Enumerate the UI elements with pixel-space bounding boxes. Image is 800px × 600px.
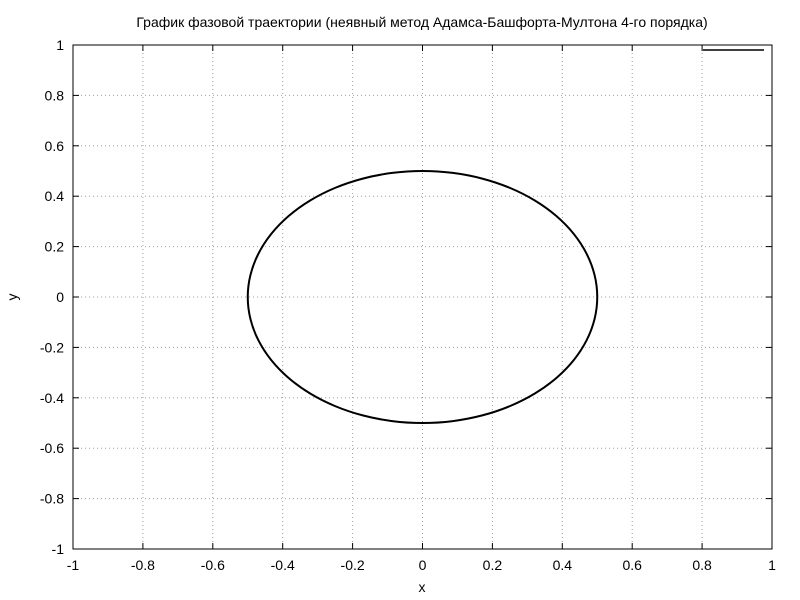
plot-frame bbox=[72, 44, 773, 550]
x-tick-label: 1 bbox=[768, 557, 776, 573]
y-tick-label: 0.6 bbox=[45, 138, 65, 154]
series bbox=[246, 170, 599, 424]
y-axis-label: y bbox=[4, 294, 20, 301]
x-tick-label: 0.2 bbox=[483, 557, 503, 573]
y-tick-label: -0.6 bbox=[40, 440, 64, 456]
grid bbox=[73, 45, 772, 549]
x-tick-label: 0.6 bbox=[622, 557, 642, 573]
y-tick-label: 0 bbox=[56, 289, 64, 305]
x-tick-label: -1 bbox=[67, 557, 80, 573]
series-line bbox=[246, 170, 599, 424]
y-tick-label: 0.2 bbox=[45, 239, 65, 255]
x-tick-label: 0.8 bbox=[692, 557, 712, 573]
x-tick-label: 0 bbox=[419, 557, 427, 573]
y-tick-label: -1 bbox=[52, 541, 65, 557]
y-tick-label: -0.4 bbox=[40, 390, 64, 406]
x-tick-label: -0.4 bbox=[271, 557, 295, 573]
x-tick-label: -0.2 bbox=[341, 557, 365, 573]
chart-title: График фазовой траектории (неявный метод… bbox=[136, 14, 707, 30]
x-axis-label: x bbox=[419, 579, 426, 595]
x-tick-label: -0.6 bbox=[201, 557, 225, 573]
x-tick-label: -0.8 bbox=[131, 557, 155, 573]
y-tick-label: -0.8 bbox=[40, 491, 64, 507]
y-tick-label: 0.4 bbox=[45, 188, 65, 204]
x-tick-label: 0.4 bbox=[553, 557, 573, 573]
tick-labels: -1 -0.8 -0.6 -0.4 -0.2 0 0.2 0.4 0.6 0.8 1 -1 -0.8 -0… bbox=[40, 37, 776, 573]
y-tick-label: 1 bbox=[56, 37, 64, 53]
y-tick-label: 0.8 bbox=[45, 87, 65, 103]
y-tick-label: -0.2 bbox=[40, 339, 64, 355]
